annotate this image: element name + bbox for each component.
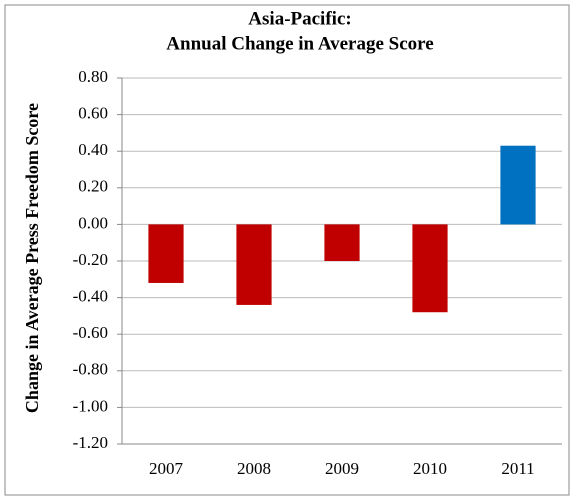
bar [148, 224, 184, 283]
x-tick-label: 2008 [237, 459, 271, 478]
y-tick-label: -0.80 [73, 360, 108, 379]
y-tick-label: 0.60 [78, 104, 108, 123]
y-tick-label: -0.20 [73, 250, 108, 269]
bar [324, 224, 360, 261]
chart-frame [4, 4, 570, 496]
chart-title: Asia-Pacific: [248, 8, 351, 29]
y-tick-label: -1.20 [73, 433, 108, 452]
y-tick-label: -0.40 [73, 287, 108, 306]
y-tick-label: 0.20 [78, 177, 108, 196]
x-tick-label: 2009 [325, 459, 359, 478]
y-tick-label: 0.00 [78, 213, 108, 232]
y-axis-label: Change in Average Press Freedom Score [22, 103, 42, 413]
x-tick-label: 2011 [501, 459, 534, 478]
bar [500, 145, 536, 225]
chart-title: Annual Change in Average Score [166, 33, 433, 54]
y-tick-label: -1.00 [73, 396, 108, 415]
x-tick-label: 2007 [149, 459, 184, 478]
bar [236, 224, 272, 305]
bar [412, 224, 448, 313]
x-tick-label: 2010 [413, 459, 447, 478]
y-tick-label: 0.80 [78, 67, 108, 86]
y-tick-label: 0.40 [78, 140, 108, 159]
y-tick-label: -0.60 [73, 323, 108, 342]
